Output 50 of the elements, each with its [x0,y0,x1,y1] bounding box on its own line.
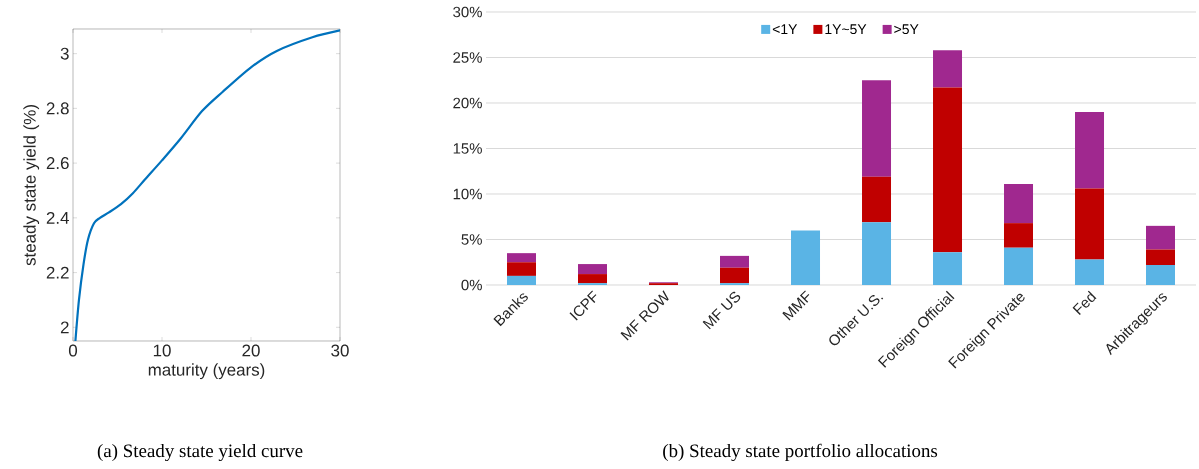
y-tick-label: 30% [453,6,482,18]
bar [720,267,750,284]
bar [933,87,963,253]
bar [933,252,963,285]
bar [1146,249,1176,265]
y-tick-label: 25% [453,52,482,63]
bar [791,230,821,285]
bar [1004,183,1034,224]
y-tick-label: 10% [453,188,482,200]
y-tick-label: 2.8 [46,102,69,115]
x-tick-label: 0 [68,344,78,357]
legend-label: >5Y [894,24,919,35]
y-tick-label: 15% [453,143,482,154]
bar [578,264,608,275]
bar [1075,259,1105,285]
y-tick-label: 2 [60,321,69,334]
legend-label: 1Y~5Y [825,24,867,35]
x-axis-title: maturity (years) [148,363,265,380]
bar [1146,225,1176,250]
bar [507,275,537,285]
bar [1146,264,1176,285]
x-tick-label: 30 [331,344,349,357]
bar [1075,188,1105,260]
x-tick-label: MF US [702,291,741,330]
bar [507,262,537,276]
bar [578,274,608,284]
line-series [74,29,340,341]
y-tick-label: 2.2 [46,266,69,279]
y-tick-label: 2.4 [46,211,69,224]
x-tick-label: 20 [242,344,260,357]
y-tick-label: 2.6 [46,157,69,170]
y-tick-label: 5% [461,234,482,245]
y-tick-label: 0% [461,279,482,291]
legend-label: <1Y [772,24,798,34]
bar [862,80,892,177]
bar [720,255,750,268]
text: (b) Steady state portfolio allocations [663,443,938,462]
bar [507,253,537,263]
bar [1004,247,1034,285]
x-tick-label: Fed [1072,290,1097,315]
x-tick-label: 10 [153,344,171,357]
bar [1004,223,1034,248]
bar [1075,112,1105,189]
y-tick-label: 20% [453,97,482,109]
bar [933,50,963,88]
bar [862,222,892,285]
y-axis-title: steady state yield (%) [23,105,40,266]
bar [862,176,892,223]
text: (a) Steady state yield curve [97,443,303,462]
y-tick-label: 3 [60,47,69,60]
